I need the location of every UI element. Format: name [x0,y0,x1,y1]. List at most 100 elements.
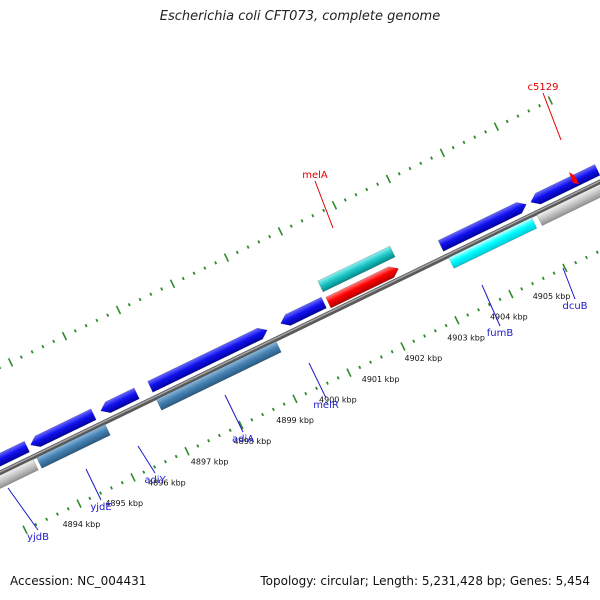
minor-tick [181,276,185,281]
gene-feature [0,458,39,490]
minor-tick [585,255,588,260]
major-tick [223,253,230,262]
label-leader-line [481,284,501,327]
minor-tick [55,512,59,516]
minor-tick [552,271,556,275]
minor-tick [235,250,239,255]
minor-tick [300,219,304,223]
minor-tick [505,119,509,124]
major-tick [7,357,14,367]
genome-summary-text: Topology: circular; Length: 5,231,428 bp… [260,574,590,588]
label-leader-line [7,487,39,531]
major-tick [115,305,122,315]
minor-tick [250,418,254,422]
gene-features [0,164,600,490]
scale-label: 4899 kbp [276,416,314,425]
major-tick [76,499,82,508]
minor-tick [120,480,124,485]
major-tick [61,331,68,341]
major-tick [169,279,176,289]
minor-tick [311,213,315,218]
minor-tick [138,297,142,302]
minor-tick [451,145,455,150]
major-tick [454,315,460,325]
minor-tick [462,140,466,145]
gene-feature [30,408,97,448]
minor-tick [149,292,153,296]
scale-label: 4901 kbp [362,375,400,384]
minor-tick [419,161,423,166]
gene-label: c5129 [528,82,559,93]
minor-tick [289,224,293,228]
minor-tick [66,507,70,511]
gene-label: melA [302,170,328,181]
accession-text: Accession: NC_004431 [10,574,147,588]
major-tick [439,148,446,158]
minor-tick [484,130,488,134]
minor-tick [246,245,250,249]
minor-tick [325,381,329,385]
minor-tick [196,444,200,448]
minor-tick [516,114,520,118]
minor-tick [73,329,77,333]
minor-tick [322,208,326,213]
minor-tick [19,355,23,359]
minor-tick [304,391,308,396]
gene-label: melR [313,400,339,411]
minor-tick [444,323,448,328]
minor-tick [430,156,434,160]
minor-tick [160,287,164,291]
major-tick [562,263,568,273]
outer-tick-track [0,96,554,370]
label-leader-line [314,180,334,229]
backbone-line [0,179,600,476]
scale-label: 4894 kbp [63,520,101,529]
minor-tick [99,491,103,495]
minor-tick [41,344,45,349]
label-leader-line [542,92,562,141]
minor-tick [271,407,275,412]
scale-label: 4898 kbp [234,437,272,446]
genome-backbone [0,179,600,476]
label-leader-line [308,362,327,399]
minor-tick [95,318,99,323]
major-tick [184,446,190,456]
scale-label: 4904 kbp [490,313,528,322]
minor-tick [192,271,196,276]
gene-feature [437,202,527,252]
minor-tick [217,433,221,438]
scale-label: 4895 kbp [105,499,143,508]
minor-tick [365,187,369,192]
scale-label: 4897 kbp [191,458,229,467]
gene-feature [147,327,268,393]
minor-tick [520,287,524,291]
gene-fumB [448,217,538,269]
backbone-highlight [0,180,600,473]
minor-tick [379,355,383,359]
minor-tick [153,465,157,469]
minor-tick [203,266,207,270]
major-tick [22,525,28,535]
scale-label: 4896 kbp [148,478,186,487]
gene-feature [155,340,282,411]
gene-feature [100,387,140,414]
minor-tick [174,454,178,459]
gene-feature [0,440,30,468]
gene-feature [536,182,600,226]
major-tick [130,473,136,482]
label-leader-line [85,468,102,501]
gene-label: adiA [232,434,254,445]
minor-tick [358,365,362,370]
minor-tick [84,323,88,328]
minor-tick [282,402,286,406]
minor-tick [433,329,437,333]
gene-label: yjdE [90,502,111,513]
minor-tick [498,297,502,302]
minor-tick [30,350,34,354]
feature-labels: 4894 kbp 4895 kbp 4896 kbp 4897 kbp 4898 kbp… [7,82,588,543]
minor-tick [315,386,319,391]
major-tick [385,174,392,184]
minor-tick [397,172,401,176]
major-tick [277,227,284,236]
